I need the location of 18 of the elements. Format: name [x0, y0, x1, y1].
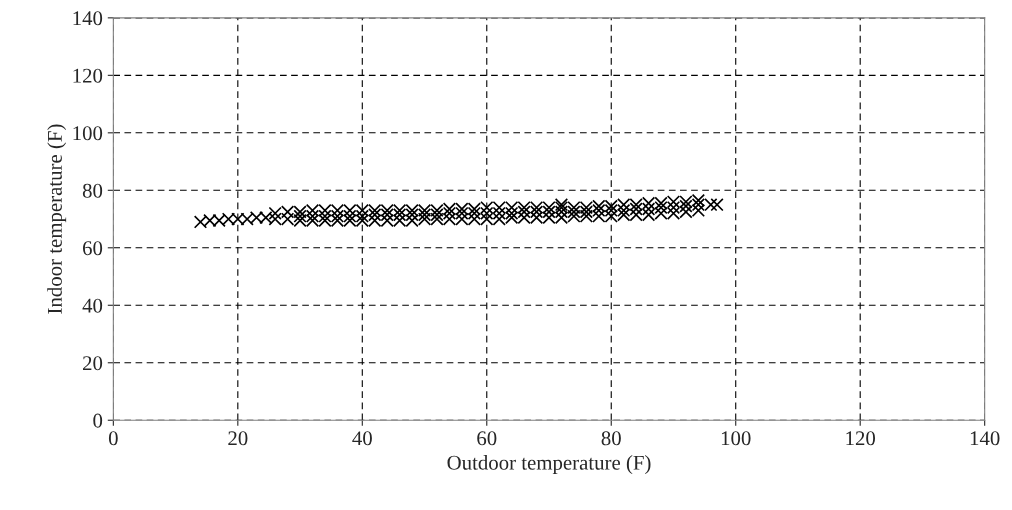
x-tick-label: 120: [846, 431, 876, 446]
x-tick-label: 140: [970, 431, 1000, 446]
x-tick-label: 20: [228, 431, 248, 446]
x-tick-label: 40: [352, 431, 372, 446]
y-tick-label: 20: [83, 356, 103, 371]
x-tick-label: 100: [721, 431, 751, 446]
y-tick-label: 60: [82, 241, 103, 256]
x-tick-label: 0: [108, 431, 118, 446]
y-tick-label: 120: [73, 68, 103, 83]
y-tick-label: 100: [73, 126, 103, 141]
y-tick-label: 80: [82, 183, 103, 198]
y-tick-label: 40: [82, 298, 103, 313]
y-tick-label: 140: [73, 11, 103, 26]
x-tick-label: 60: [477, 431, 497, 446]
y-tick-label: 0: [93, 413, 103, 428]
x-axis-title: Outdoor temperature (F): [447, 455, 651, 474]
y-axis-title: Indoor temperature (F): [47, 124, 67, 314]
x-tick-label: 80: [601, 431, 621, 446]
